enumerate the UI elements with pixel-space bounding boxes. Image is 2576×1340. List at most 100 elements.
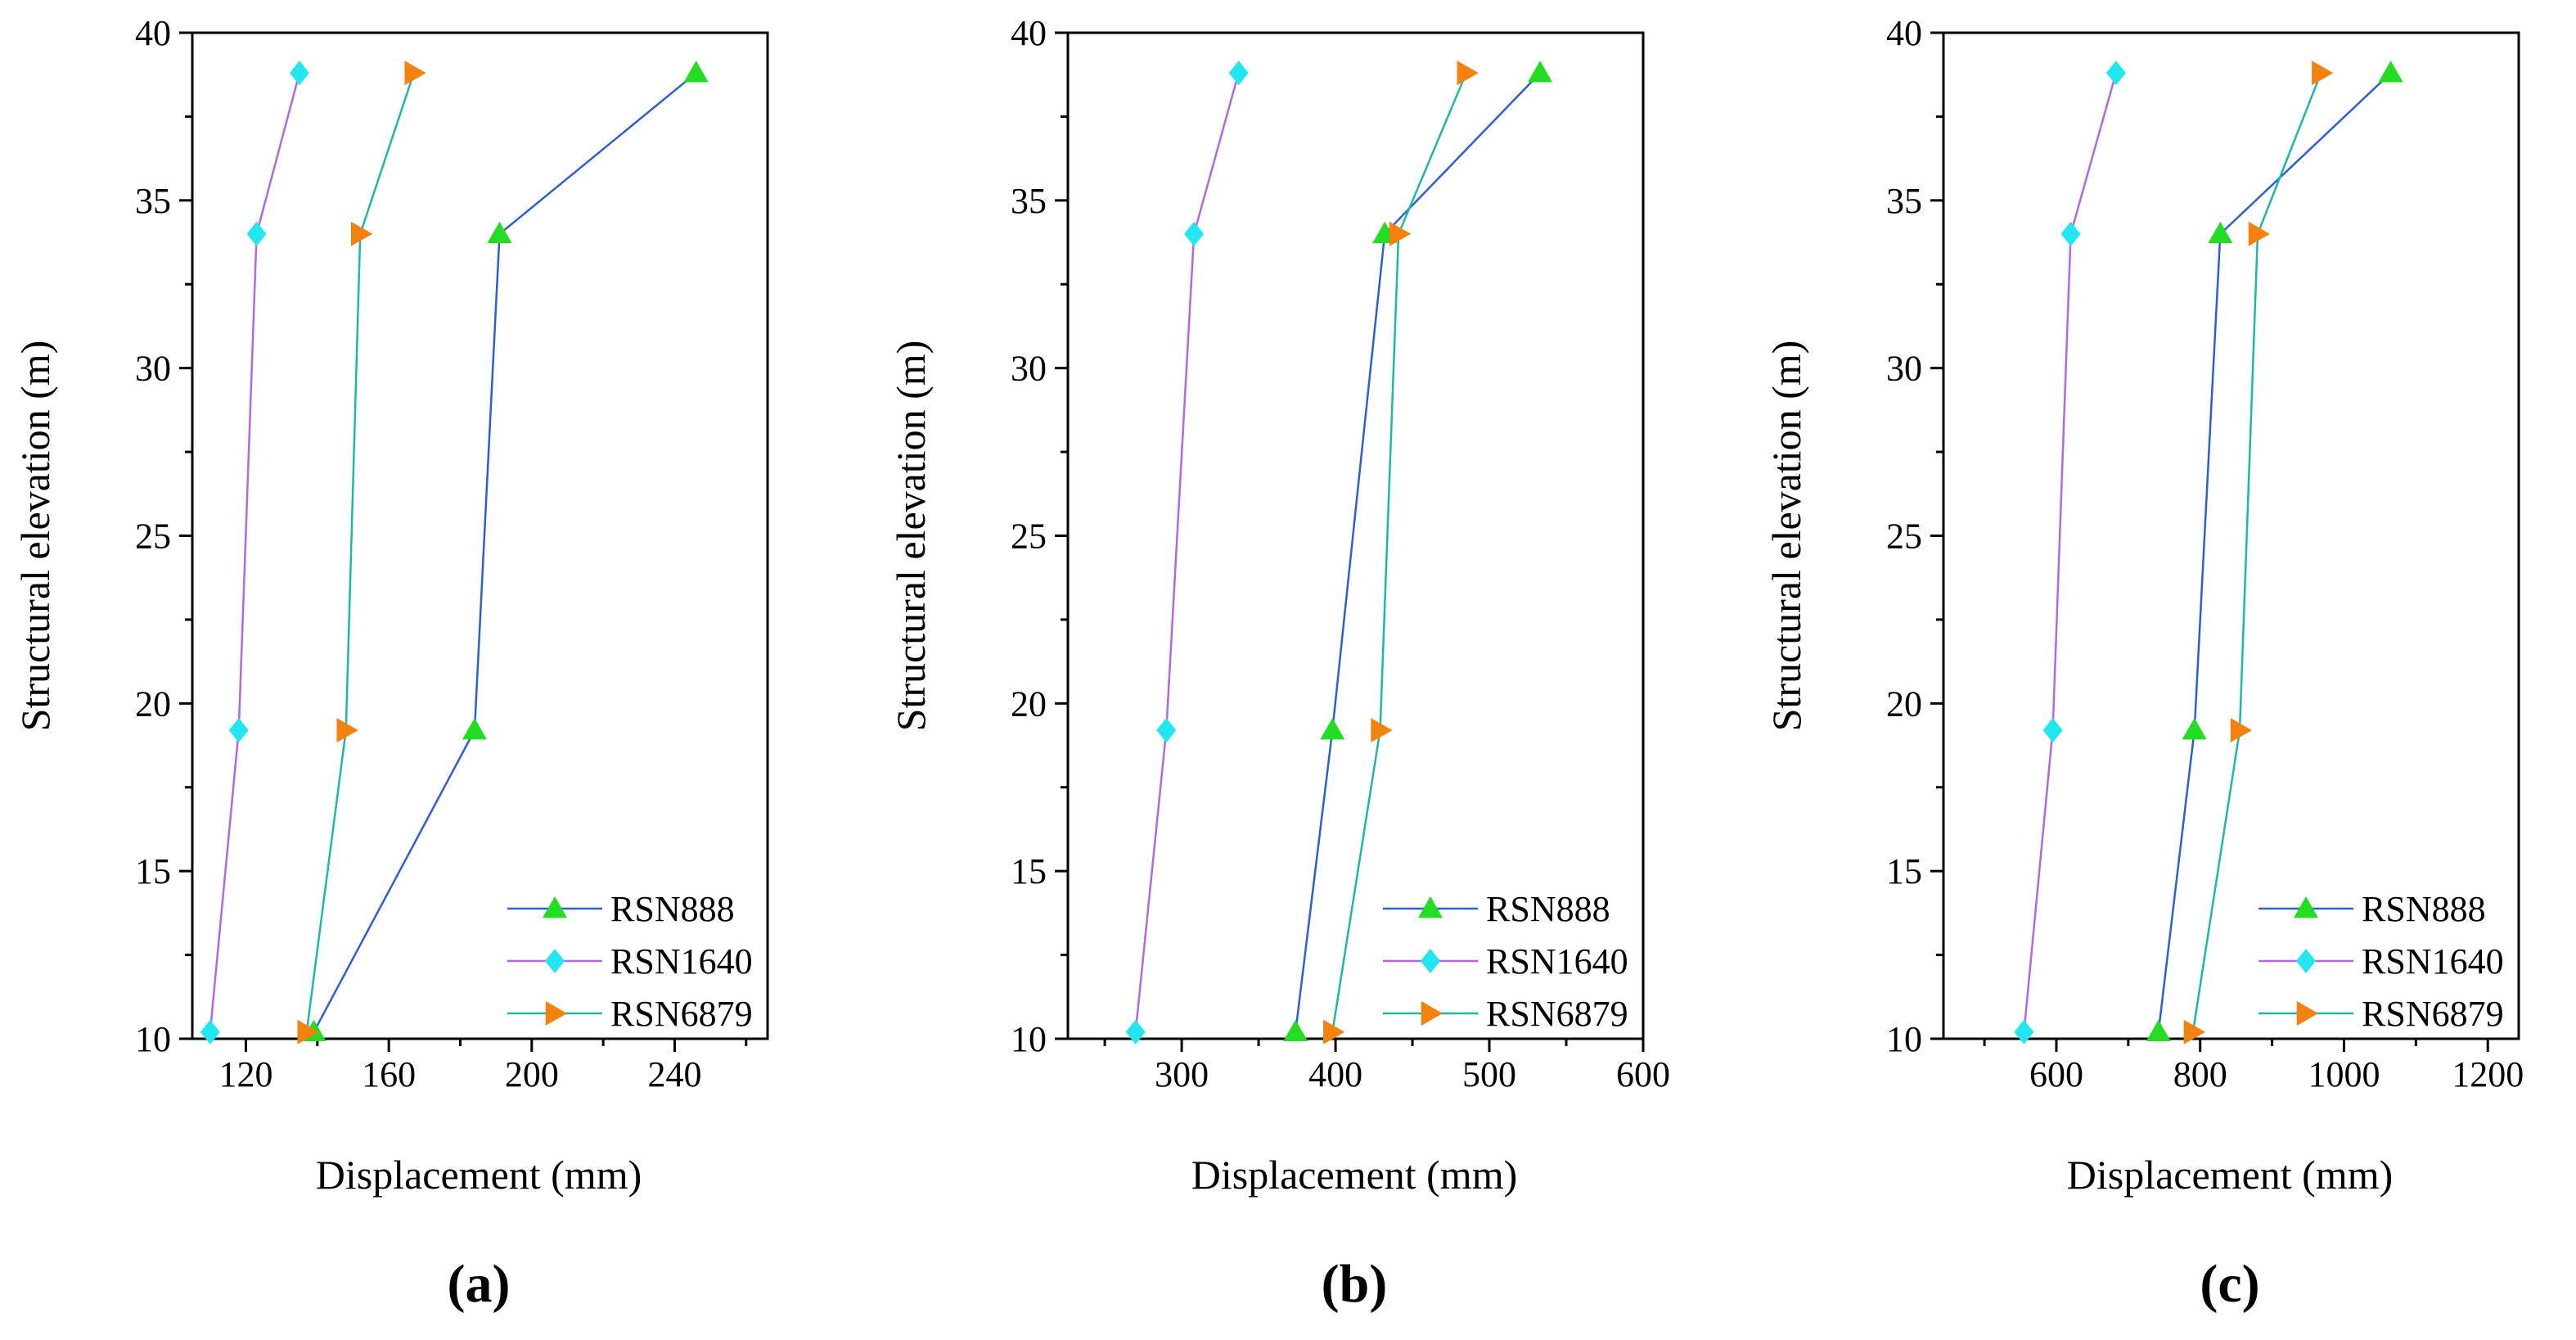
- y-tick-label: 35: [135, 181, 171, 221]
- x-axis-label: Displacement (mm): [316, 1152, 642, 1198]
- y-tick-label: 40: [1011, 13, 1047, 53]
- marker: [2183, 1019, 2205, 1044]
- y-axis-label: Structural elevation (m): [888, 341, 934, 732]
- legend-label: RSN888: [2362, 889, 2486, 929]
- marker: [462, 718, 487, 740]
- marker: [2312, 61, 2334, 86]
- legend-label: RSN888: [1486, 889, 1610, 929]
- marker: [2060, 221, 2081, 246]
- marker: [1184, 221, 1205, 246]
- y-tick-label: 25: [1886, 517, 1922, 557]
- marker: [228, 718, 249, 743]
- y-tick-label: 25: [135, 517, 171, 557]
- series-line: [305, 72, 415, 1032]
- y-tick-label: 25: [1011, 517, 1047, 557]
- x-tick-label: 240: [647, 1054, 701, 1094]
- y-tick-label: 35: [1886, 181, 1922, 221]
- marker: [1528, 61, 1553, 83]
- marker: [1320, 718, 1345, 740]
- marker: [1389, 221, 1412, 246]
- marker: [289, 61, 309, 86]
- panel-label: (b): [1322, 1254, 1388, 1314]
- legend-label: RSN1640: [610, 941, 753, 981]
- series-line: [1331, 72, 1467, 1033]
- x-tick-label: 200: [505, 1054, 559, 1094]
- y-tick-label: 30: [135, 349, 171, 389]
- y-tick-label: 30: [1011, 349, 1047, 389]
- marker: [545, 1001, 567, 1026]
- y-tick-label: 15: [135, 851, 171, 891]
- legend-label: RSN1640: [1486, 941, 1628, 981]
- x-axis-label: Displacement (mm): [1191, 1152, 1518, 1198]
- marker: [1421, 949, 1440, 973]
- plot-frame: [191, 31, 769, 1040]
- x-tick-label: 600: [2029, 1054, 2083, 1094]
- marker: [2296, 949, 2316, 973]
- series-line: [313, 72, 697, 1033]
- marker: [1418, 896, 1443, 918]
- marker: [2248, 221, 2271, 246]
- marker: [2105, 61, 2126, 86]
- marker: [683, 61, 709, 83]
- x-axis-label: Displacement (mm): [2067, 1152, 2394, 1198]
- y-tick-label: 20: [1011, 684, 1047, 724]
- marker: [2378, 61, 2403, 83]
- x-tick-label: 600: [1616, 1054, 1670, 1094]
- marker: [246, 221, 267, 246]
- marker: [297, 1019, 319, 1044]
- series-line: [2023, 72, 2118, 1032]
- panel-label: (c): [2200, 1254, 2259, 1314]
- y-tick-label: 15: [1011, 851, 1047, 891]
- marker: [487, 221, 512, 244]
- x-tick-label: 1200: [2452, 1054, 2524, 1094]
- y-tick-label: 10: [1011, 1019, 1047, 1059]
- marker: [545, 949, 565, 973]
- series-line: [209, 72, 301, 1032]
- marker: [1283, 1019, 1308, 1042]
- marker: [1323, 1019, 1345, 1044]
- marker: [1421, 1001, 1443, 1026]
- y-tick-label: 40: [135, 13, 171, 53]
- marker: [350, 221, 373, 246]
- legend-label: RSN888: [610, 889, 735, 929]
- y-tick-label: 30: [1886, 349, 1922, 389]
- plot-frame: [1942, 31, 2520, 1040]
- legend-label: RSN6879: [610, 994, 753, 1034]
- marker: [543, 896, 567, 918]
- series-line: [2157, 72, 2392, 1032]
- y-tick-label: 40: [1886, 13, 1922, 53]
- legend-label: RSN6879: [2362, 994, 2504, 1034]
- panel-label: (a): [448, 1254, 511, 1314]
- marker: [1371, 718, 1393, 743]
- x-tick-label: 1000: [2308, 1054, 2380, 1094]
- marker: [404, 61, 426, 86]
- marker: [200, 1019, 220, 1044]
- marker: [2230, 718, 2253, 743]
- x-tick-label: 160: [362, 1054, 416, 1094]
- x-tick-label: 120: [218, 1054, 272, 1094]
- y-tick-label: 10: [1886, 1019, 1922, 1059]
- marker: [2014, 1019, 2034, 1044]
- x-tick-label: 300: [1155, 1054, 1209, 1094]
- series-line: [1134, 72, 1240, 1032]
- marker: [2296, 1001, 2318, 1026]
- marker: [1156, 718, 1177, 743]
- y-tick-label: 20: [135, 684, 171, 724]
- legend-label: RSN6879: [1486, 994, 1628, 1034]
- marker: [2146, 1019, 2171, 1042]
- x-tick-label: 500: [1462, 1054, 1516, 1094]
- y-axis-label: Structural elevation (m): [12, 341, 58, 732]
- marker: [1457, 61, 1479, 86]
- series-line: [2191, 72, 2322, 1032]
- marker: [2042, 718, 2063, 743]
- series-line: [1294, 72, 1541, 1032]
- marker: [2294, 896, 2318, 918]
- y-tick-label: 15: [1886, 851, 1922, 891]
- y-tick-label: 20: [1886, 684, 1922, 724]
- x-tick-label: 800: [2173, 1054, 2227, 1094]
- marker: [336, 718, 358, 743]
- y-axis-label: Structural elevation (m): [1763, 341, 1809, 732]
- x-tick-label: 400: [1308, 1054, 1362, 1094]
- y-tick-label: 10: [135, 1019, 171, 1059]
